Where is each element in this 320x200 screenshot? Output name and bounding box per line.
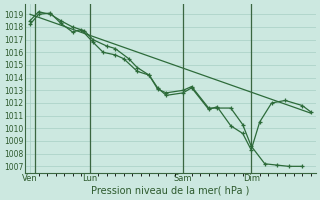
X-axis label: Pression niveau de la mer( hPa ): Pression niveau de la mer( hPa ) <box>91 186 250 196</box>
